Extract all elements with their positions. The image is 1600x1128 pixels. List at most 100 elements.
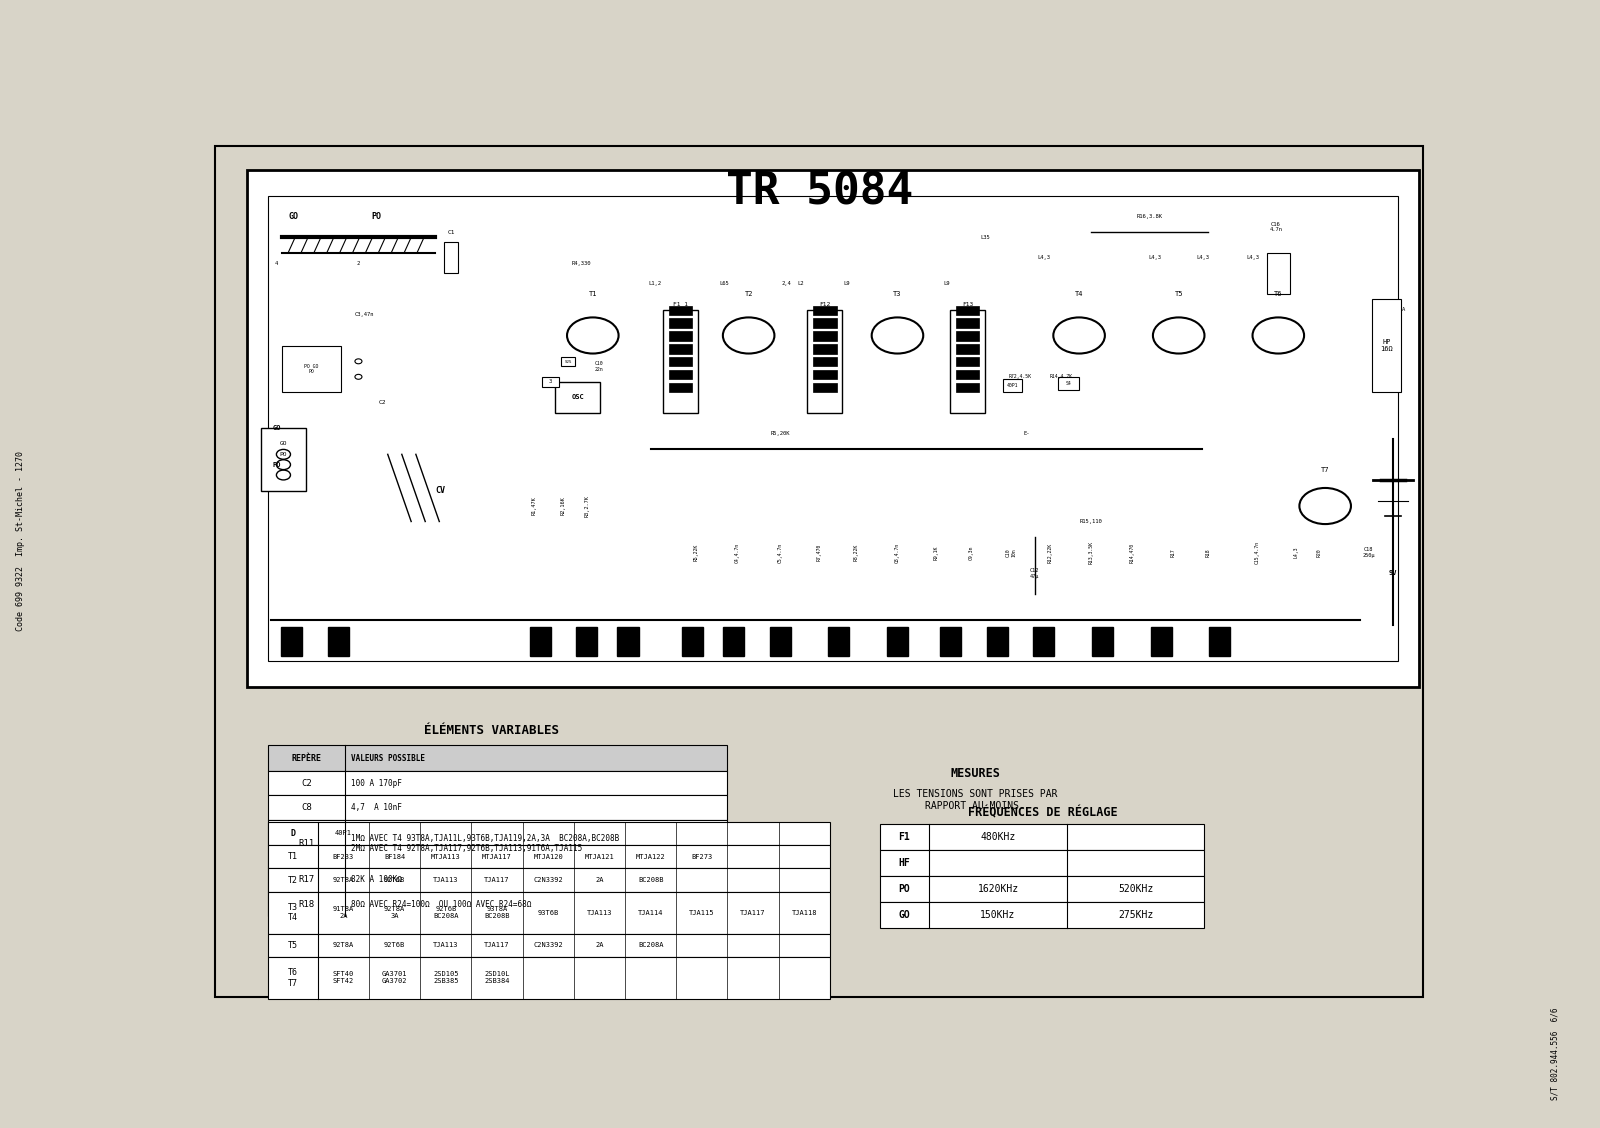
- Text: T6: T6: [1274, 291, 1283, 297]
- Bar: [669, 344, 693, 353]
- Text: T2: T2: [744, 291, 754, 297]
- Bar: [723, 627, 744, 655]
- Text: F1: F1: [899, 832, 910, 843]
- Bar: [950, 310, 986, 413]
- Bar: [246, 170, 1419, 687]
- Text: R12,22K: R12,22K: [1048, 543, 1053, 563]
- Text: MTJA120: MTJA120: [533, 854, 563, 860]
- Text: R5,20K: R5,20K: [771, 431, 790, 437]
- Text: 1MΩ AVEC T4 93T8A,TJA11L,93T6B,TJA119,2A,3A  BC208A,BC208B
2MΩ AVEC T4 92T8A,TJA: 1MΩ AVEC T4 93T8A,TJA11L,93T6B,TJA119,2A…: [352, 834, 619, 854]
- Bar: [880, 876, 1205, 902]
- Text: TJA113: TJA113: [587, 909, 613, 916]
- Bar: [813, 358, 837, 367]
- Text: SFT40
SFT42: SFT40 SFT42: [333, 971, 354, 985]
- Text: C10
10n: C10 10n: [1006, 548, 1016, 557]
- Text: R14,4.7K: R14,4.7K: [1050, 374, 1074, 379]
- Bar: [957, 344, 979, 353]
- Text: 91T8A
2A: 91T8A 2A: [333, 906, 354, 919]
- Text: BC208B: BC208B: [638, 878, 664, 883]
- Text: 1620KHz: 1620KHz: [978, 884, 1019, 895]
- Bar: [813, 344, 837, 353]
- Text: C16
4.7n: C16 4.7n: [1269, 221, 1283, 232]
- Bar: [269, 934, 830, 957]
- Text: 2,4: 2,4: [781, 281, 790, 287]
- Text: GO

PO: GO PO: [280, 441, 286, 458]
- Bar: [269, 892, 830, 934]
- Text: E-: E-: [1022, 431, 1030, 437]
- Bar: [770, 627, 790, 655]
- Text: T5: T5: [288, 941, 298, 950]
- Text: TJA113: TJA113: [434, 878, 459, 883]
- Text: R2,16K: R2,16K: [562, 496, 566, 515]
- Bar: [269, 845, 830, 869]
- Text: GO: GO: [899, 910, 910, 920]
- Bar: [957, 306, 979, 315]
- Text: TJA117: TJA117: [485, 942, 510, 949]
- Text: 92T8A: 92T8A: [333, 942, 354, 949]
- Text: 93T6B: 93T6B: [538, 909, 558, 916]
- Text: TJA118: TJA118: [792, 909, 818, 916]
- Text: MESURES: MESURES: [950, 767, 1000, 781]
- Text: C5,4.7n: C5,4.7n: [778, 543, 782, 563]
- Text: C2N3392: C2N3392: [533, 942, 563, 949]
- Text: CV: CV: [435, 486, 445, 495]
- Text: L4,3: L4,3: [1197, 255, 1210, 261]
- Bar: [987, 627, 1008, 655]
- Bar: [530, 627, 550, 655]
- Text: R17: R17: [1170, 548, 1176, 557]
- Text: T6
T7: T6 T7: [288, 968, 298, 987]
- Bar: [269, 867, 726, 892]
- Bar: [269, 746, 726, 772]
- Bar: [669, 384, 693, 393]
- Text: R11: R11: [299, 839, 315, 848]
- Bar: [269, 196, 1398, 661]
- Text: C2: C2: [378, 400, 386, 405]
- Text: 2A: 2A: [595, 942, 603, 949]
- Text: L9: L9: [944, 281, 950, 287]
- Bar: [880, 902, 1205, 928]
- Bar: [269, 821, 830, 845]
- Text: R3,2.7K: R3,2.7K: [584, 495, 589, 517]
- Text: R4,330: R4,330: [571, 261, 590, 265]
- Bar: [939, 627, 960, 655]
- Text: TR 5084: TR 5084: [726, 170, 914, 213]
- Text: 480KHz: 480KHz: [981, 832, 1016, 843]
- Text: C10
22n: C10 22n: [594, 361, 603, 372]
- Text: R8,22K: R8,22K: [854, 544, 859, 561]
- Text: 40P1: 40P1: [334, 830, 352, 836]
- Text: 92T6B: 92T6B: [384, 942, 405, 949]
- Text: PO: PO: [371, 212, 381, 221]
- Bar: [443, 243, 458, 273]
- Bar: [269, 795, 726, 820]
- Bar: [269, 957, 830, 998]
- Bar: [957, 370, 979, 379]
- Bar: [269, 820, 726, 867]
- Bar: [269, 772, 726, 795]
- Bar: [1210, 627, 1230, 655]
- Text: R13,3.5K: R13,3.5K: [1088, 541, 1093, 564]
- Bar: [662, 310, 698, 413]
- Text: HP
16Ω: HP 16Ω: [1381, 340, 1394, 352]
- Text: 2SD10L
2SB384: 2SD10L 2SB384: [485, 971, 510, 985]
- Text: 2: 2: [357, 261, 360, 265]
- Bar: [1373, 299, 1402, 393]
- Text: 92T8A: 92T8A: [333, 878, 354, 883]
- Text: C12
47μ: C12 47μ: [1030, 567, 1040, 579]
- Text: ÉLÉMENTS VARIABLES: ÉLÉMENTS VARIABLES: [424, 724, 558, 737]
- Text: 40P1: 40P1: [1006, 384, 1018, 388]
- Text: PO GO
PO: PO GO PO: [304, 363, 318, 374]
- Bar: [813, 332, 837, 341]
- Text: TJA115: TJA115: [690, 909, 715, 916]
- Bar: [957, 318, 979, 328]
- Text: L65: L65: [718, 281, 730, 287]
- Bar: [576, 627, 597, 655]
- Bar: [880, 851, 1205, 876]
- Text: D: D: [291, 829, 296, 838]
- Text: T3
T4: T3 T4: [288, 904, 298, 923]
- Text: R20: R20: [1317, 548, 1322, 557]
- Text: T4: T4: [1075, 291, 1083, 297]
- Text: L35: L35: [981, 235, 990, 240]
- Text: F1 1: F1 1: [674, 302, 688, 307]
- Text: 520KHz: 520KHz: [1118, 884, 1154, 895]
- Bar: [542, 377, 558, 387]
